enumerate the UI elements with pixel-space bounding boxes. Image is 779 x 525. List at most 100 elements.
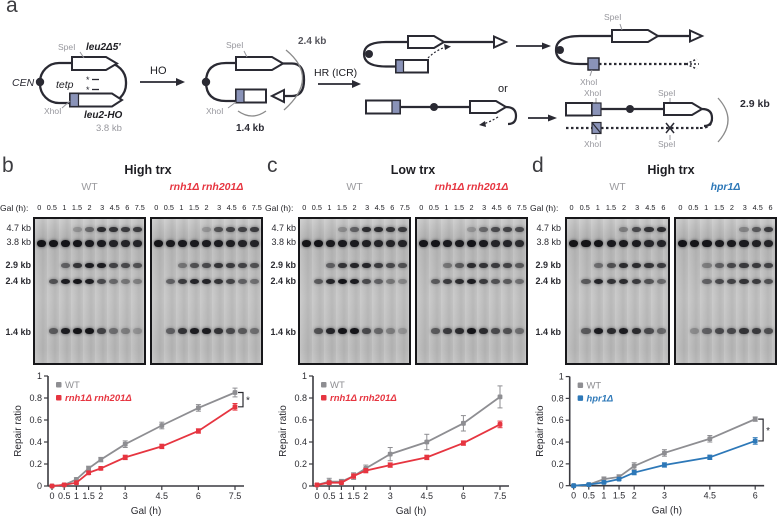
panel-c: c Low trx WT rnh1Δ rnh201Δ Gal (h): 0 0.5… xyxy=(265,154,530,525)
data-point xyxy=(232,390,238,395)
y-tick-label: 0 xyxy=(302,481,307,491)
significance-bracket xyxy=(238,391,244,408)
gel-band xyxy=(398,227,408,233)
gel-band xyxy=(714,327,724,334)
gel-band xyxy=(177,263,187,269)
significance-asterisk: * xyxy=(766,426,770,437)
gel-band xyxy=(121,227,131,233)
gel-band xyxy=(48,327,58,334)
gel-band xyxy=(702,263,712,269)
gel-band xyxy=(60,327,70,334)
legend-label: WT xyxy=(587,379,602,390)
data-point xyxy=(707,454,713,460)
data-point xyxy=(122,441,128,447)
lane-time: 6 xyxy=(125,203,130,212)
gel-band xyxy=(97,327,107,334)
lane-times-mutant: 0 0.5 1 1.5 2 3 4.5 6 7.5 xyxy=(415,203,528,212)
series-line-wt xyxy=(316,396,501,486)
gel-band xyxy=(398,327,408,334)
series-line-rnh xyxy=(51,406,236,487)
gel-band xyxy=(751,278,761,285)
gel-band xyxy=(702,278,712,285)
gel-band xyxy=(689,239,700,247)
gel-band xyxy=(631,327,642,334)
lane-time: 7.5 xyxy=(516,203,527,212)
lane-time: 3 xyxy=(100,203,105,212)
legend-label: hpr1Δ xyxy=(587,392,614,403)
gel-band xyxy=(362,327,372,334)
x-tick-label: 1.5 xyxy=(613,491,625,501)
gel-band xyxy=(48,239,58,247)
panel-a-label: a xyxy=(6,0,18,17)
gel-band xyxy=(764,263,774,269)
gel-band xyxy=(386,327,396,334)
lane-time: 1 xyxy=(62,203,67,212)
gel-band xyxy=(454,327,464,334)
gel-band xyxy=(689,327,700,334)
gel-band xyxy=(467,239,476,247)
p2-xho1-bot-label: XhoI xyxy=(584,139,602,149)
size-marker-label: 2.9 kb xyxy=(535,260,561,271)
p1-xho1-label: XhoI xyxy=(580,77,598,87)
gel-band xyxy=(479,239,489,247)
panel-b: b High trx WT rnh1Δ rnh201Δ Gal (h): 0 0.… xyxy=(0,154,265,525)
xho1-site-label: XhoI xyxy=(44,106,62,116)
spe1-site-label: SpeI xyxy=(58,42,76,52)
gel-band xyxy=(202,263,211,269)
leu2ho-label: leu2-HO xyxy=(84,110,123,121)
lane-time: 4.5 xyxy=(374,203,385,212)
strain-label-mutant: hpr1Δ xyxy=(710,181,741,193)
lane-time: 1 xyxy=(704,203,709,212)
gel-band xyxy=(593,327,604,334)
gel-band xyxy=(337,239,347,247)
gel-band xyxy=(644,263,654,269)
lane-time: 2 xyxy=(204,203,209,212)
legend-marker xyxy=(321,382,327,388)
data-point xyxy=(98,466,104,471)
gel-band xyxy=(250,327,260,334)
plasmid-construct: CEN SpeI leu2Δ5' tetp * * XhoI leu2-HO 3… xyxy=(12,42,128,134)
lane-time: 1.5 xyxy=(453,203,465,212)
data-point xyxy=(571,483,577,489)
gel-band xyxy=(165,327,175,334)
gel-band xyxy=(97,239,107,247)
size-marker-label: 1.4 kb xyxy=(270,326,296,337)
gel-band xyxy=(593,263,604,269)
lane-time: 2 xyxy=(87,203,92,212)
data-point xyxy=(387,451,393,457)
gel-band xyxy=(72,327,82,334)
gel-band xyxy=(85,278,94,285)
gel-band xyxy=(362,263,372,269)
significance-bracket xyxy=(758,418,764,442)
lane-times-wt: 0 0.5 1 1.5 2 3 4.5 6 xyxy=(565,203,670,212)
gel-band xyxy=(350,263,359,269)
gel-band xyxy=(337,227,347,233)
gel-band xyxy=(657,327,667,334)
gel-band xyxy=(226,327,236,334)
cut-spe1-label: SpeI xyxy=(226,40,244,50)
gel-band xyxy=(109,227,119,233)
gel-band xyxy=(657,263,667,269)
gel-band xyxy=(491,327,501,334)
lane-time: 4.5 xyxy=(491,203,502,212)
hr-label: HR (ICR) xyxy=(314,67,357,79)
gel-band xyxy=(430,327,440,334)
gel-band xyxy=(593,278,604,285)
size-marker-label: 2.4 kb xyxy=(535,276,561,287)
y-axis-title: Repair ratio xyxy=(535,405,546,457)
lane-time: 1 xyxy=(595,203,600,212)
gel-band xyxy=(398,239,408,247)
gel-band xyxy=(250,278,260,285)
data-point xyxy=(662,462,667,468)
x-tick-label: 0.5 xyxy=(323,491,336,501)
x-tick-label: 6 xyxy=(753,491,758,501)
lane-time: 0 xyxy=(154,203,159,212)
gel-band xyxy=(250,263,260,269)
gel-band xyxy=(714,278,724,285)
mutation-mark: * xyxy=(86,75,90,85)
size-marker-label: 4.7 kb xyxy=(536,223,561,234)
data-point xyxy=(122,455,128,460)
lane-time: 0.5 xyxy=(311,203,322,212)
x-tick-label: 3 xyxy=(662,491,667,501)
